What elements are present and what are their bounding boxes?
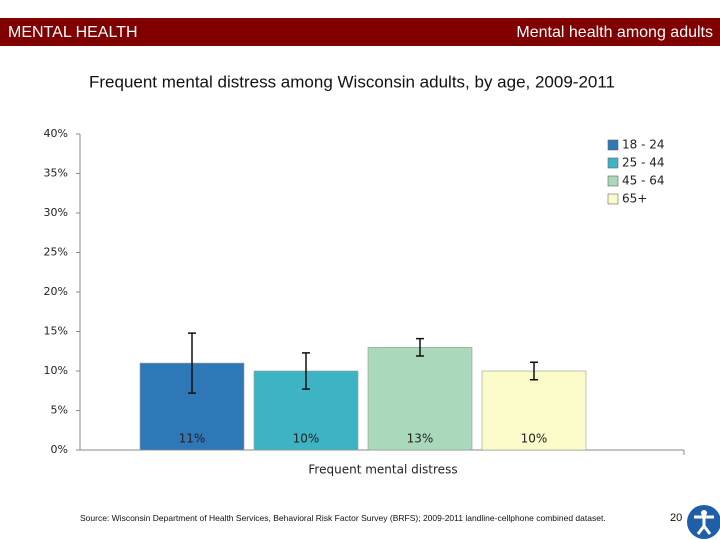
y-tick-label: 5% — [51, 404, 68, 417]
header-right: Mental health among adults — [516, 24, 713, 41]
data-label: 10% — [293, 432, 320, 446]
x-axis-label: Frequent mental distress — [308, 463, 457, 477]
legend-swatch — [607, 139, 619, 151]
y-tick-label: 35% — [44, 167, 68, 180]
error-bar — [530, 361, 538, 381]
y-tick-label: 20% — [44, 285, 68, 298]
legend-swatch — [607, 175, 619, 187]
data-label: 10% — [521, 432, 548, 446]
header-left: MENTAL HEALTH — [8, 24, 138, 41]
page-number: 20 — [670, 512, 682, 524]
legend-swatch — [607, 193, 619, 205]
y-tick-label: 15% — [44, 325, 68, 338]
y-tick-label: 25% — [44, 246, 68, 259]
chart-title: Frequent mental distress among Wisconsin… — [89, 72, 615, 91]
legend-label: 65+ — [622, 192, 647, 206]
legend-label: 45 - 64 — [622, 174, 665, 188]
y-tick-label: 10% — [44, 364, 68, 377]
header-bar — [0, 18, 720, 46]
y-tick-label: 0% — [51, 443, 68, 456]
data-label: 11% — [179, 432, 206, 446]
error-bar — [302, 352, 310, 390]
legend-swatch — [607, 157, 619, 169]
logo — [687, 505, 720, 539]
error-bar — [416, 337, 424, 357]
y-tick-label: 30% — [44, 206, 68, 219]
error-bar — [188, 332, 196, 394]
source-note: Source: Wisconsin Department of Health S… — [80, 513, 606, 523]
data-label: 13% — [407, 432, 434, 446]
bar — [481, 370, 587, 451]
y-tick-label: 40% — [44, 127, 68, 140]
bar — [367, 346, 473, 451]
legend-label: 25 - 44 — [622, 156, 665, 170]
legend-label: 18 - 24 — [622, 138, 665, 152]
